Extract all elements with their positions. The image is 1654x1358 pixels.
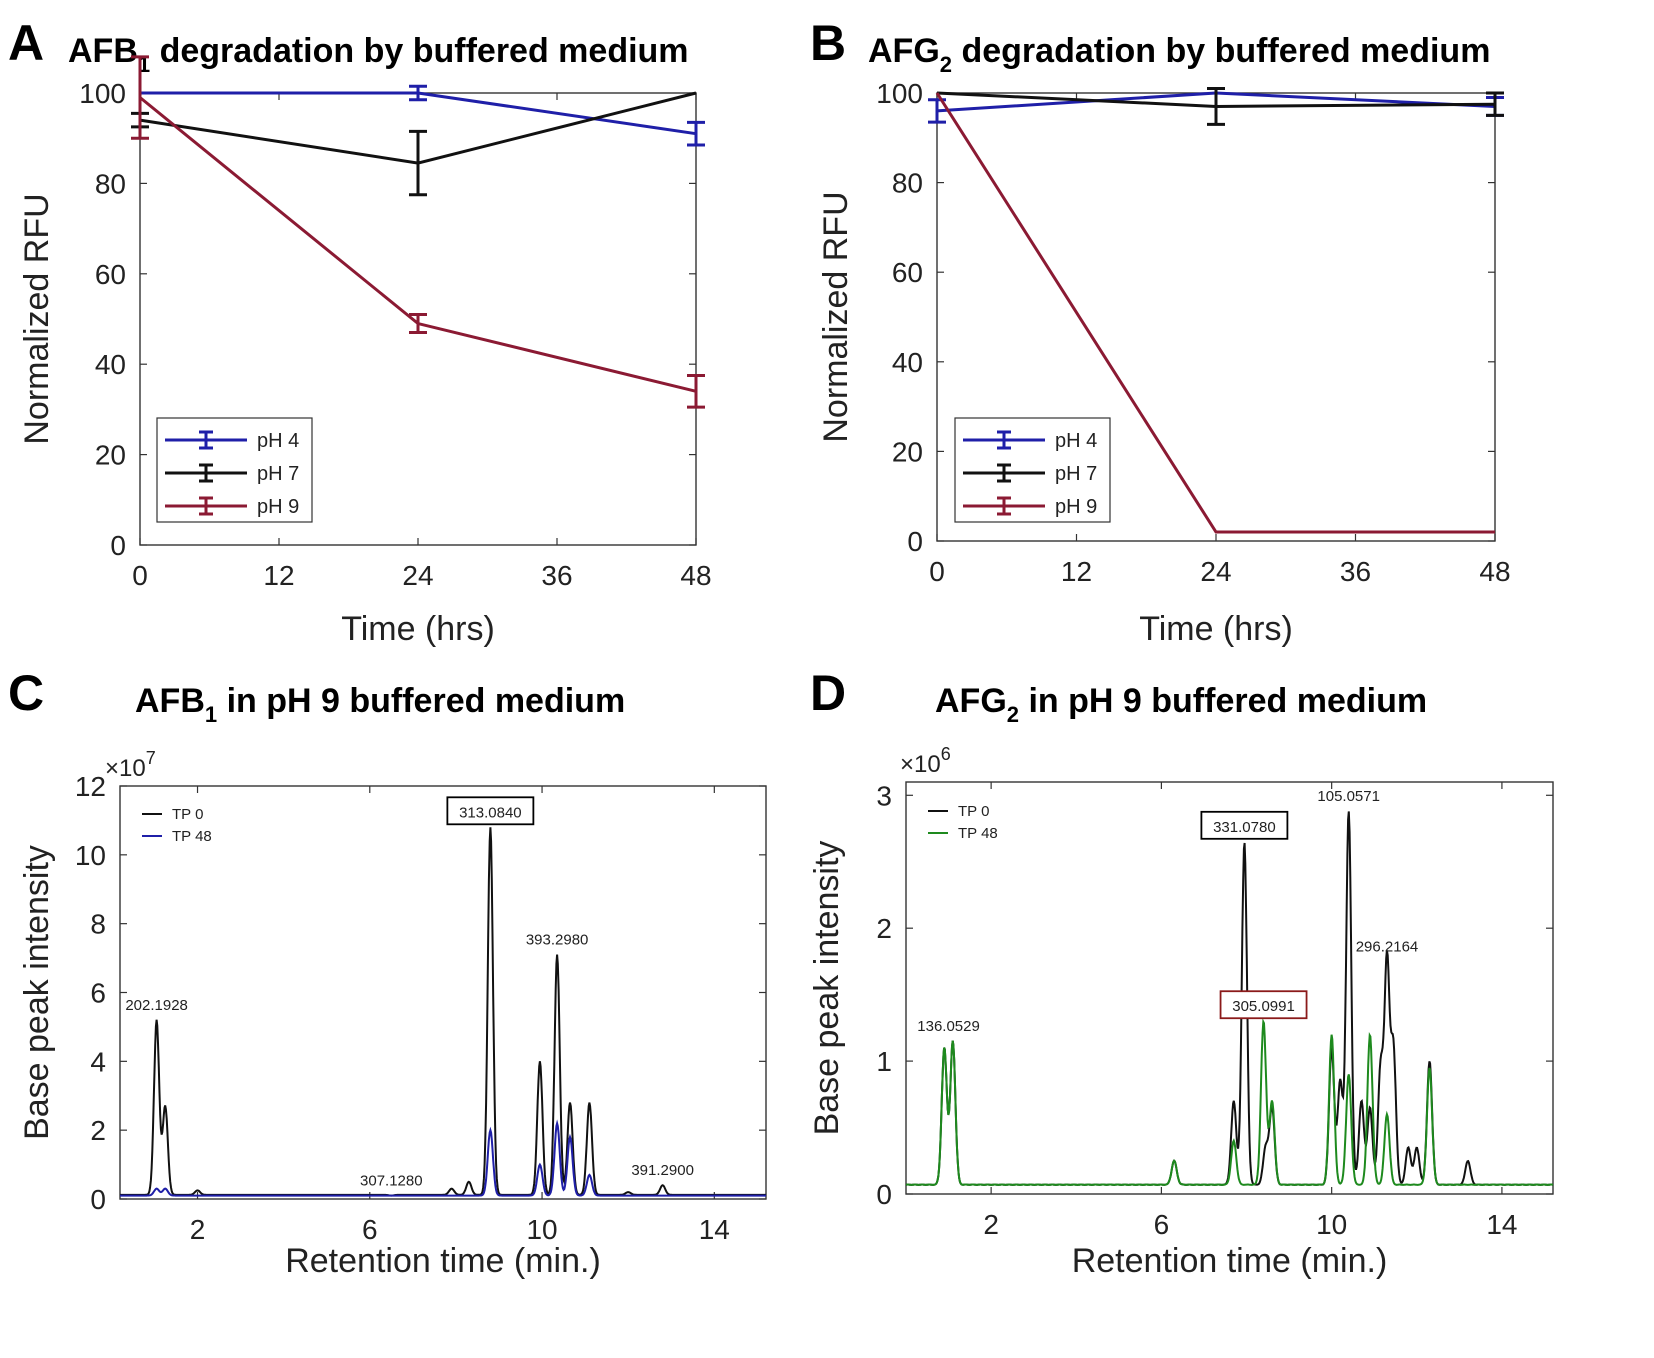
panel-letter: D [810,665,846,721]
chart-title: AFB1 degradation by buffered medium [68,32,689,77]
x-axis-label: Retention time (min.) [285,1242,601,1280]
x-tick-label: 36 [1340,556,1371,587]
x-tick-label: 14 [699,1214,730,1245]
y-tick-label: 0 [907,526,923,557]
x-tick-label: 2 [983,1209,999,1240]
legend: pH 4 pH 7 pH 9 [156,417,313,523]
y-tick-label: 8 [90,909,106,940]
x-tick-label: 0 [132,560,148,591]
legend: TP 0 TP 48 [140,800,260,850]
legend-label: pH 7 [1055,463,1097,485]
y-tick-label: 1 [876,1046,892,1077]
y-tick-label: 2 [90,1115,106,1146]
y-tick-label: 6 [90,978,106,1009]
y-tick-label: 80 [95,168,126,199]
y-tick-label: 0 [110,530,126,561]
y-tick-label: 100 [876,78,923,109]
y-tick-label: 40 [892,347,923,378]
peak-label: 296.2164 [1356,938,1419,955]
x-tick-label: 48 [680,560,711,591]
x-tick-label: 0 [929,556,945,587]
y-axis-label: Base peak intensity [808,841,846,1136]
y-tick-label: 80 [892,168,923,199]
peak-label: 391.2900 [631,1162,694,1179]
legend-box [140,800,260,850]
peak-label-box [1219,990,1308,1020]
panel-a: A AFB1 degradation by buffered medium 0 12 2… [8,15,712,648]
x-tick-label: 10 [1316,1209,1347,1240]
y-axis-label: Normalized RFU [18,193,56,444]
trace-tp-0 [120,827,766,1197]
peak-label: 136.0529 [917,1018,980,1035]
x-axis-label: Time (hrs) [1139,610,1293,648]
legend: pH 4 pH 7 pH 9 [954,417,1111,523]
x-tick-label: 2 [190,1214,206,1245]
peak-label-box [446,796,535,826]
x-tick-label: 36 [541,560,572,591]
plot-frame [905,781,1554,1195]
y-tick-label: 2 [876,913,892,944]
x-tick-label: 12 [263,560,294,591]
chart-title: AFB1 in pH 9 buffered medium [135,682,625,727]
panel-c: C AFB1 in pH 9 buffered medium 2 6 10 14 0 2 4 6 8… [8,665,767,1280]
y-tick-label: 12 [75,771,106,802]
x-tick-label: 12 [1061,556,1092,587]
legend-label: pH 9 [1055,496,1097,518]
y-tick-label: 100 [79,78,126,109]
y-tick-label: 20 [892,436,923,467]
chart-title: AFG2 degradation by buffered medium [868,32,1490,77]
y-axis-label: Base peak intensity [18,845,56,1140]
legend-label: pH 9 [257,496,299,518]
panel-letter: C [8,665,44,721]
legend: TP 0 TP 48 [926,797,1046,847]
legend-label: TP 48 [172,828,212,845]
x-tick-label: 24 [402,560,433,591]
y-tick-label: 40 [95,349,126,380]
chart-title: AFG2 in pH 9 buffered medium [935,682,1427,727]
panel-letter: B [810,15,846,71]
legend-label: pH 4 [257,430,299,452]
panel-d: D AFG2 in pH 9 buffered medium 2 6 10 14 0 1 2 3 R… [808,665,1554,1280]
x-axis-label: Retention time (min.) [1072,1242,1388,1280]
y-axis-label: Normalized RFU [817,191,855,442]
axis-exponent: ×107 [105,748,156,782]
legend-label: TP 0 [172,806,203,823]
peak-label: 202.1928 [125,997,188,1014]
y-tick-label: 3 [876,780,892,811]
peak-label-box [1200,810,1289,840]
y-tick-label: 0 [90,1184,106,1215]
peak-label: 393.2980 [526,932,589,949]
trace-tp-48 [120,1119,766,1197]
legend-box [926,797,1046,847]
y-tick-label: 60 [892,257,923,288]
x-tick-label: 14 [1486,1209,1517,1240]
legend-label: TP 48 [958,825,998,842]
legend-label: TP 0 [958,803,989,820]
peak-label: 331.0780 [1213,819,1276,836]
legend-label: pH 4 [1055,430,1097,452]
trace-tp-48 [905,1018,1554,1186]
y-tick-label: 0 [876,1179,892,1210]
panel-b: B AFG2 degradation by buffered medium 0 12 2… [810,15,1511,648]
peak-label: 313.0840 [459,804,522,821]
x-tick-label: 6 [1154,1209,1170,1240]
peak-label: 305.0991 [1232,998,1295,1015]
x-tick-label: 6 [362,1214,378,1245]
axis-exponent: ×106 [900,744,951,778]
x-tick-label: 10 [526,1214,557,1245]
y-tick-label: 10 [75,840,106,871]
legend-label: pH 7 [257,463,299,485]
y-tick-label: 20 [95,440,126,471]
y-tick-label: 4 [90,1046,106,1077]
peak-label: 307.1280 [360,1173,423,1190]
x-tick-label: 48 [1479,556,1510,587]
y-tick-label: 60 [95,259,126,290]
peak-label: 105.0571 [1317,788,1380,805]
x-tick-label: 24 [1200,556,1231,587]
panel-letter: A [8,15,44,71]
x-axis-label: Time (hrs) [341,610,495,648]
